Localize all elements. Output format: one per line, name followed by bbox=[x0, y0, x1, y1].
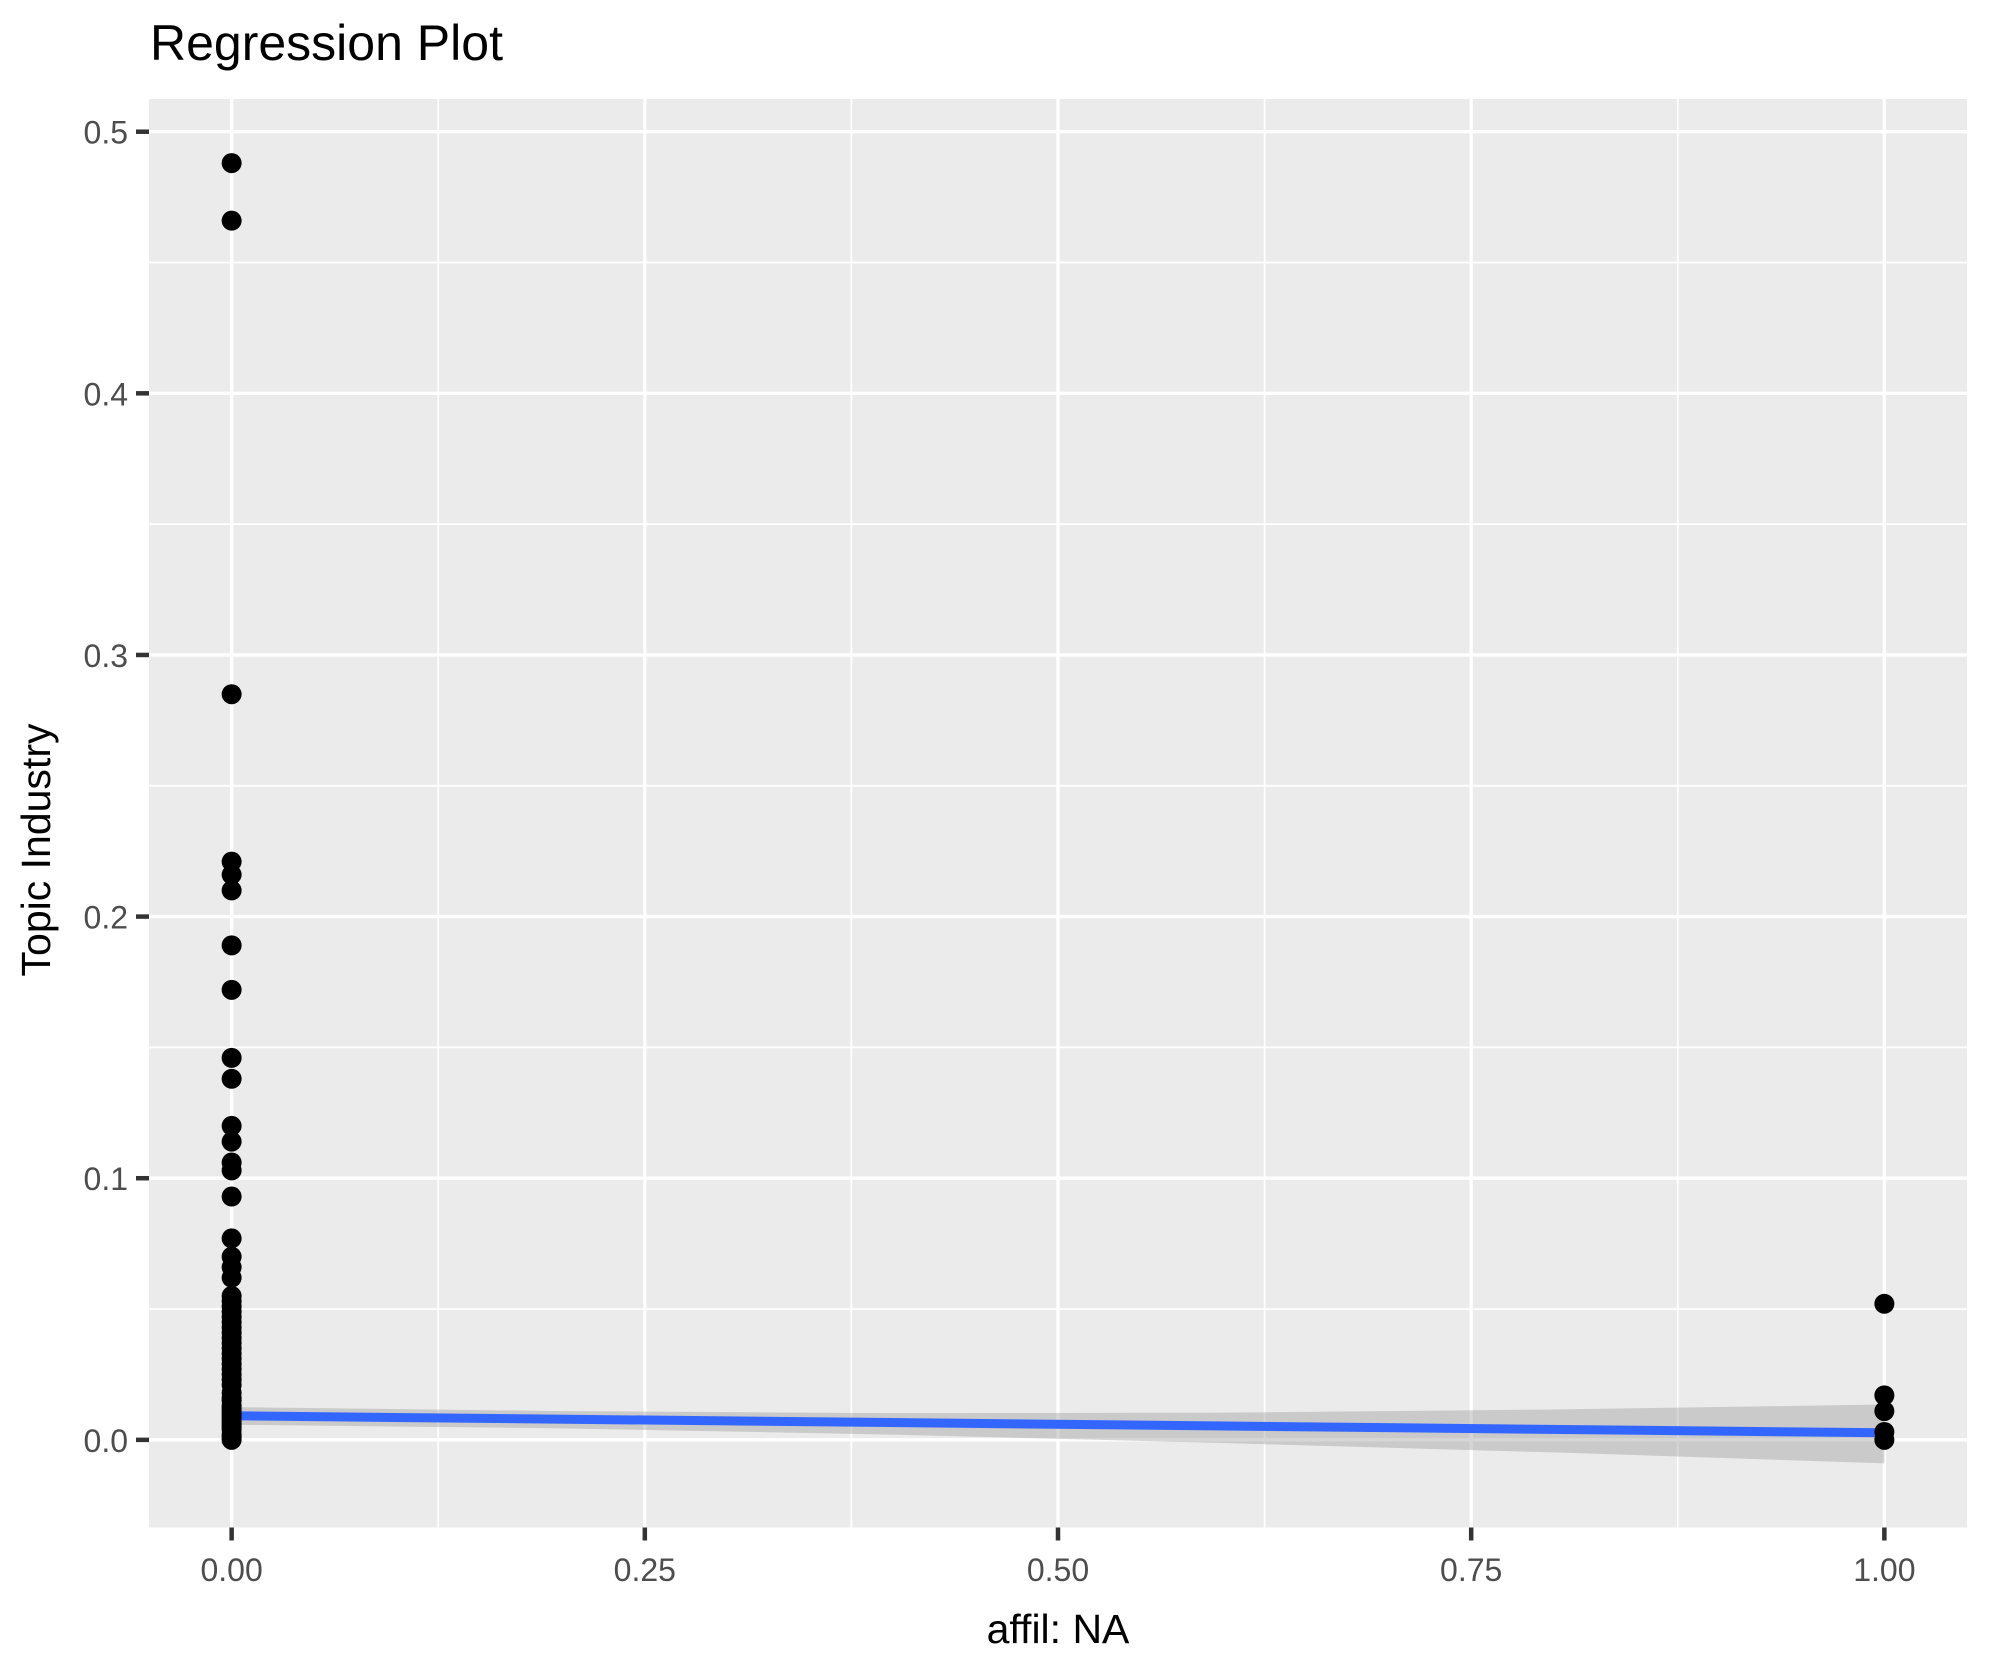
y-tick-label: 0.1 bbox=[84, 1161, 128, 1197]
data-point bbox=[221, 1131, 242, 1152]
data-point bbox=[221, 1160, 242, 1181]
data-point bbox=[1874, 1401, 1895, 1422]
x-tick-label: 0.00 bbox=[200, 1552, 262, 1588]
regression-line bbox=[231, 1411, 1885, 1438]
y-tick-label: 0.4 bbox=[84, 376, 128, 412]
x-tick-label: 1.00 bbox=[1853, 1552, 1915, 1588]
data-point bbox=[221, 1228, 242, 1249]
data-point bbox=[221, 1047, 242, 1068]
x-tick-label: 0.25 bbox=[614, 1552, 676, 1588]
data-point bbox=[221, 1068, 242, 1089]
y-axis-title: Topic Industry bbox=[13, 723, 59, 976]
data-point bbox=[1874, 1293, 1895, 1314]
data-point bbox=[221, 935, 242, 956]
data-point bbox=[221, 210, 242, 231]
y-tick-label: 0.5 bbox=[84, 115, 128, 151]
x-tick-label: 0.50 bbox=[1027, 1552, 1089, 1588]
y-tick-label: 0.2 bbox=[84, 900, 128, 936]
data-point bbox=[221, 153, 242, 174]
data-point bbox=[1874, 1429, 1895, 1450]
data-point bbox=[221, 979, 242, 1000]
plot-title: Regression Plot bbox=[150, 15, 503, 71]
data-point bbox=[221, 1186, 242, 1207]
data-point bbox=[221, 684, 242, 705]
data-point bbox=[221, 1115, 242, 1136]
data-point bbox=[221, 880, 242, 901]
data-point bbox=[221, 1267, 242, 1288]
data-point bbox=[221, 864, 242, 885]
chart-generated-layers: 0.0 0.1 0.2 0.3 0.4 0.5 0.00 0.25 0.50 0.75 1.00 bbox=[84, 99, 1967, 1588]
x-tick-label: 0.75 bbox=[1440, 1552, 1502, 1588]
x-axis-title: affil: NA bbox=[987, 1606, 1130, 1652]
y-tick-label: 0.3 bbox=[84, 638, 128, 674]
y-tick-label: 0.0 bbox=[84, 1423, 128, 1459]
data-point bbox=[221, 1429, 242, 1450]
data-point bbox=[1874, 1385, 1895, 1406]
